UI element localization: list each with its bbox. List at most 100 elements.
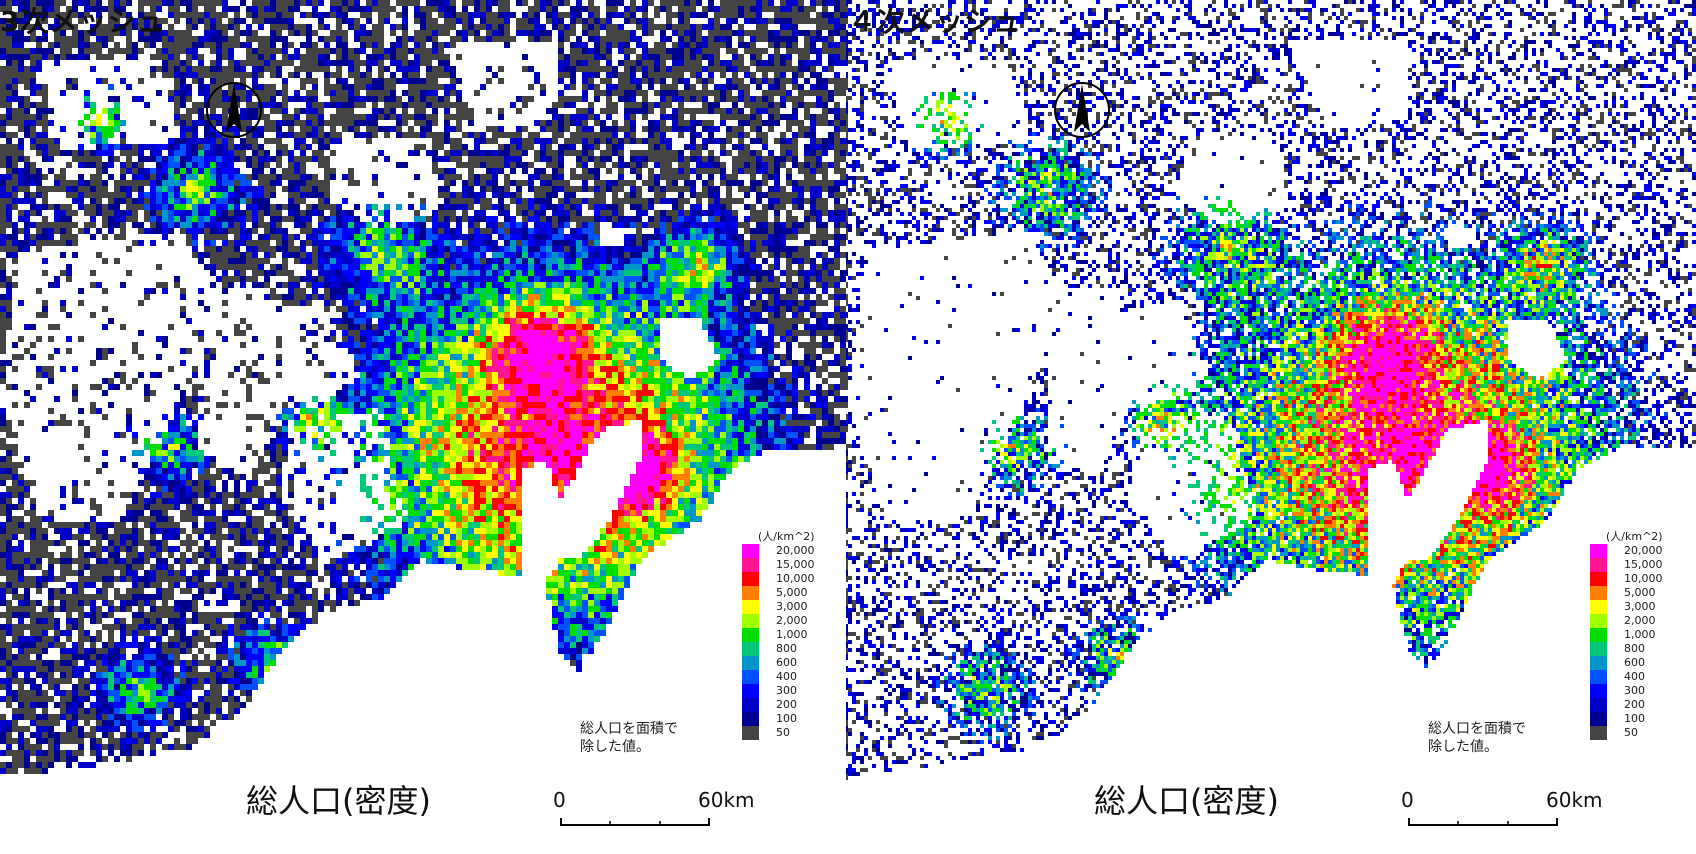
- mesh-cell: [12, 12, 18, 18]
- mesh-cell: [12, 162, 18, 168]
- mesh-cell: [492, 162, 498, 168]
- mesh-cell: [150, 6, 156, 12]
- mesh-cell: [630, 48, 636, 54]
- mesh-cell: [120, 150, 126, 156]
- mesh-cell: [456, 78, 462, 84]
- mesh-cell: [444, 192, 450, 198]
- mesh-cell: [0, 264, 6, 270]
- mesh-cell: [468, 276, 474, 282]
- mesh-cell: [462, 276, 468, 282]
- mesh-cell: [270, 204, 276, 210]
- mesh-cell: [246, 186, 252, 192]
- mesh-cell: [30, 78, 36, 84]
- mesh-cell: [618, 24, 624, 30]
- mesh-cell: [300, 54, 306, 60]
- mesh-cell: [264, 246, 270, 252]
- mesh-cell: [828, 96, 834, 102]
- mesh-cell: [558, 114, 564, 120]
- mesh-cell: [186, 222, 192, 228]
- mesh-cell: [744, 216, 750, 222]
- mesh-cell: [564, 276, 570, 282]
- mesh-cell: [468, 156, 474, 162]
- mesh-cell: [786, 258, 792, 264]
- mesh-cell: [408, 78, 414, 84]
- mesh-cell: [330, 60, 336, 66]
- mesh-cell: [444, 258, 450, 264]
- mesh-cell: [120, 174, 126, 180]
- mesh-cell: [96, 138, 102, 144]
- mesh-cell: [582, 156, 588, 162]
- mesh-cell: [594, 264, 600, 270]
- mesh-cell: [36, 240, 42, 246]
- mesh-cell: [690, 108, 696, 114]
- mesh-cell: [132, 96, 138, 102]
- mesh-cell: [666, 0, 672, 6]
- mesh-cell: [210, 180, 216, 186]
- mesh-cell: [24, 0, 30, 6]
- mesh-cell: [594, 12, 600, 18]
- mesh-cell: [228, 36, 234, 42]
- mesh-cell: [618, 210, 624, 216]
- mesh-cell: [210, 42, 216, 48]
- mesh-cell: [570, 138, 576, 144]
- mesh-cell: [558, 102, 564, 108]
- mesh-cell: [30, 126, 36, 132]
- mesh-cell: [312, 96, 318, 102]
- mesh-cell: [282, 282, 288, 288]
- mesh-cell: [330, 258, 336, 264]
- mesh-cell: [552, 102, 558, 108]
- mesh-cell: [324, 54, 330, 60]
- mesh-cell: [552, 180, 558, 186]
- mesh-cell: [846, 144, 848, 150]
- mesh-cell: [384, 6, 390, 12]
- mesh-cell: [324, 162, 330, 168]
- mesh-cell: [306, 114, 312, 120]
- mesh-cell: [726, 126, 732, 132]
- mesh-cell: [780, 84, 786, 90]
- mesh-cell: [432, 264, 438, 270]
- mesh-cell: [318, 204, 324, 210]
- mesh-cell: [342, 288, 348, 294]
- mesh-cell: [444, 156, 450, 162]
- mesh-cell: [642, 102, 648, 108]
- mesh-cell: [840, 252, 846, 258]
- mesh-cell: [486, 66, 492, 72]
- mesh-cell: [486, 198, 492, 204]
- mesh-cell: [156, 30, 162, 36]
- mesh-cell: [474, 30, 480, 36]
- mesh-cell: [336, 102, 342, 108]
- mesh-cell: [744, 0, 750, 6]
- mesh-cell: [798, 180, 804, 186]
- mesh-cell: [696, 198, 702, 204]
- mesh-cell: [660, 222, 666, 228]
- mesh-cell: [840, 156, 846, 162]
- mesh-cell: [438, 72, 444, 78]
- mesh-cell: [228, 96, 234, 102]
- mesh-cell: [840, 90, 846, 96]
- mesh-cell: [540, 126, 546, 132]
- mesh-cell: [60, 216, 66, 222]
- mesh-cell: [666, 168, 672, 174]
- mesh-cell: [744, 204, 750, 210]
- mesh-cell: [678, 42, 684, 48]
- mesh-cell: [462, 258, 468, 264]
- mesh-cell: [774, 12, 780, 18]
- mesh-cell: [528, 240, 534, 246]
- mesh-cell: [312, 108, 318, 114]
- mesh-cell: [696, 216, 702, 222]
- mesh-cell: [738, 258, 744, 264]
- mesh-cell: [558, 180, 564, 186]
- mesh-cell: [600, 126, 606, 132]
- mesh-cell: [834, 54, 840, 60]
- mesh-cell: [258, 6, 264, 12]
- mesh-cell: [714, 30, 720, 36]
- mesh-cell: [30, 138, 36, 144]
- mesh-cell: [468, 168, 474, 174]
- mesh-cell: [372, 60, 378, 66]
- mesh-cell: [726, 288, 732, 294]
- mesh-cell: [474, 234, 480, 240]
- mesh-cell: [840, 108, 846, 114]
- mesh-cell: [252, 84, 258, 90]
- mesh-cell: [180, 60, 186, 66]
- mesh-cell: [390, 234, 396, 240]
